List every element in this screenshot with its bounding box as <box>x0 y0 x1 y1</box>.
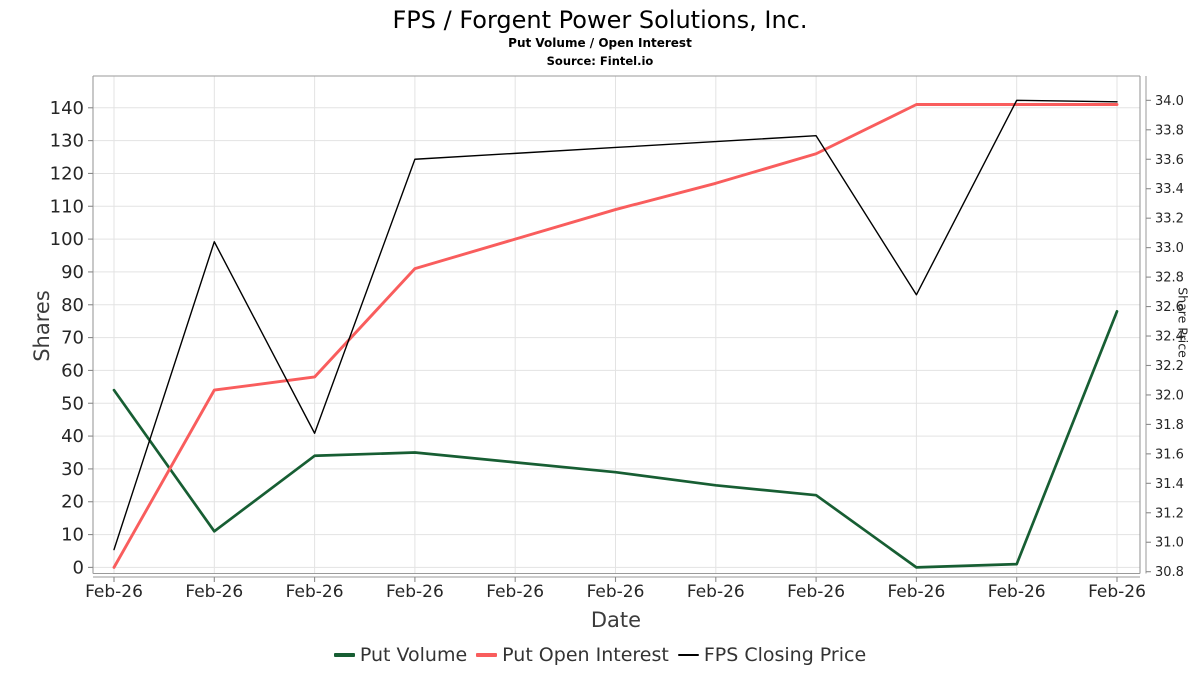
y-tick-label: 120 <box>50 163 84 184</box>
y-tick-label: 30 <box>61 459 84 480</box>
x-tick-label: Feb-26 <box>1088 582 1146 602</box>
right-tick-label: 32.4 <box>1155 330 1184 345</box>
right-tick-label: 32.6 <box>1155 300 1184 315</box>
x-tick-label: Feb-26 <box>787 582 845 602</box>
y-tick-label: 100 <box>50 229 84 250</box>
y-tick-label: 10 <box>61 525 84 546</box>
y-tick-label: 80 <box>61 295 84 316</box>
right-tick-label: 32.8 <box>1155 271 1184 286</box>
y-tick-label: 140 <box>50 98 84 119</box>
y-tick-label: 90 <box>61 262 84 283</box>
series-line-fps-closing-price <box>113 99 1118 551</box>
x-tick-label: Feb-26 <box>687 582 745 602</box>
fps-closing-price-line-swatch-icon <box>677 654 699 656</box>
chart-title: FPS / Forgent Power Solutions, Inc. <box>392 6 808 34</box>
x-tick-label: Feb-26 <box>286 582 344 602</box>
right-tick-label: 31.2 <box>1155 506 1184 521</box>
legend-item-put-open-interest: Put Open Interest <box>476 644 669 666</box>
y-tick-label: 70 <box>61 328 84 349</box>
legend-item-fps-closing-price: FPS Closing Price <box>677 644 867 666</box>
right-tick-label: 31.8 <box>1155 418 1184 433</box>
series-line-put-volume <box>112 309 1119 569</box>
right-tick-label: 33.8 <box>1155 123 1184 138</box>
y-tick-label: 50 <box>61 393 84 414</box>
right-tick-label: 33.0 <box>1155 241 1184 256</box>
x-tick-label: Feb-26 <box>587 582 645 602</box>
x-tick-label: Feb-26 <box>486 582 544 602</box>
right-tick-label: 32.0 <box>1155 388 1184 403</box>
y-tick-label: 130 <box>50 131 84 152</box>
x-tick-label: Feb-26 <box>887 582 945 602</box>
x-tick-label: Feb-26 <box>988 582 1046 602</box>
right-tick-label: 33.4 <box>1155 182 1184 197</box>
put-volume-line-swatch-icon <box>333 653 355 657</box>
legend-label: Put Open Interest <box>502 644 669 666</box>
x-tick-label: Feb-26 <box>85 582 143 602</box>
right-tick-label: 31.4 <box>1155 477 1184 492</box>
x-tick-label: Feb-26 <box>386 582 444 602</box>
y-axis-label-left: Shares <box>30 290 54 362</box>
right-tick-label: 34.0 <box>1155 94 1184 109</box>
legend-label: FPS Closing Price <box>703 644 867 666</box>
chart-subtitle: Put Volume / Open Interest <box>508 36 692 50</box>
legend-item-put-volume: Put Volume <box>333 644 468 666</box>
x-tick-label: Feb-26 <box>185 582 243 602</box>
y-tick-label: 60 <box>61 360 84 381</box>
right-tick-label: 33.6 <box>1155 153 1184 168</box>
y-tick-label: 110 <box>50 196 84 217</box>
right-tick-label: 30.8 <box>1155 565 1184 580</box>
y-axis-label-right: Share Price <box>1175 287 1191 358</box>
right-tick-label: 33.2 <box>1155 212 1184 227</box>
y-tick-label: 0 <box>73 557 84 578</box>
chart-legend: Put Volume Put Open Interest FPS Closing… <box>0 644 1200 666</box>
y-tick-label: 20 <box>61 492 84 513</box>
put-open-interest-line-swatch-icon <box>476 653 498 657</box>
chart-source: Source: Fintel.io <box>546 54 654 68</box>
series-line-put-open-interest <box>112 103 1119 569</box>
y-tick-label: 40 <box>61 426 84 447</box>
right-tick-label: 31.0 <box>1155 536 1184 551</box>
right-tick-label: 32.2 <box>1155 359 1184 374</box>
legend-label: Put Volume <box>359 644 468 666</box>
right-tick-label: 31.6 <box>1155 447 1184 462</box>
x-axis-label: Date <box>590 608 642 632</box>
